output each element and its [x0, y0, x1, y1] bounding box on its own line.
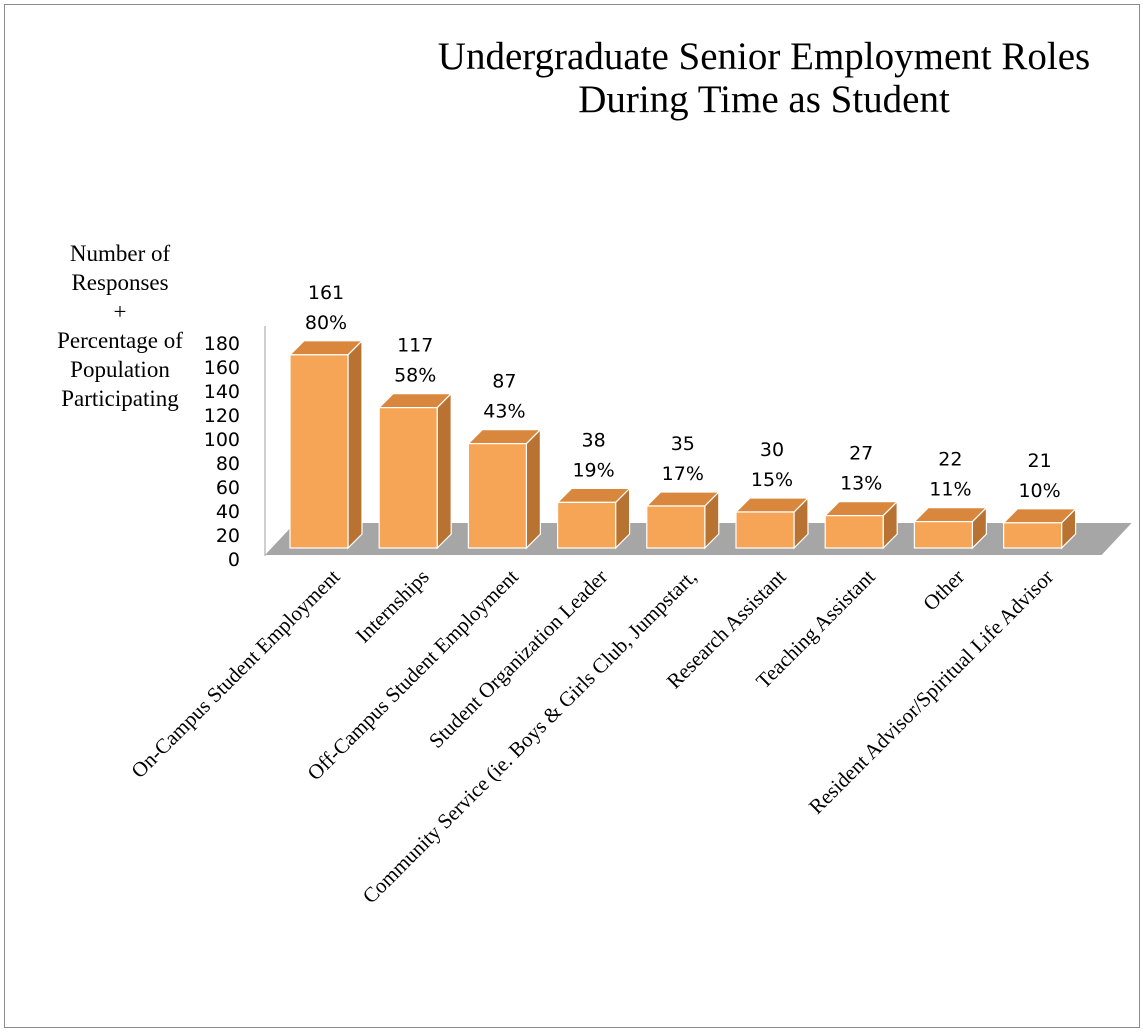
- data-label-percent: 80%: [305, 312, 347, 334]
- data-label-value: 161: [308, 282, 344, 304]
- data-label-value: 35: [671, 433, 695, 455]
- data-label-value: 38: [582, 429, 606, 451]
- data-label-value: 27: [849, 443, 873, 465]
- x-category-label: Internships: [351, 565, 434, 648]
- y-tick-label: 20: [216, 525, 240, 547]
- y-axis-title: Number of Responses + Percentage of Populati…: [57, 241, 183, 411]
- x-axis-categories: On-Campus Student Employment Internships O…: [126, 564, 1058, 908]
- y-tick-label: 0: [228, 549, 240, 571]
- bar: [912, 506, 988, 550]
- data-label-value: 30: [760, 439, 784, 461]
- data-label-percent: 13%: [840, 473, 882, 495]
- data-label-percent: 58%: [394, 365, 436, 387]
- bar-side: [347, 339, 363, 550]
- chart-title: Undergraduate Senior Employment Roles Dur…: [438, 35, 1090, 121]
- bar-front: [1002, 522, 1063, 549]
- bar-side: [436, 392, 452, 550]
- y-tick-label: 180: [204, 333, 240, 355]
- bar: [1002, 507, 1078, 550]
- bar-front: [646, 505, 706, 549]
- data-label-percent: 19%: [572, 459, 614, 481]
- x-category-label: On-Campus Student Employment: [126, 564, 344, 782]
- bar-side: [525, 428, 542, 550]
- chart-title-line: During Time as Student: [578, 78, 950, 121]
- bar: [466, 428, 542, 550]
- y-tick-label: 40: [216, 501, 240, 523]
- chart-title-line: Undergraduate Senior Employment Roles: [438, 35, 1090, 78]
- y-axis-title-line: +: [114, 299, 127, 324]
- y-tick-label: 160: [204, 357, 240, 379]
- x-category-label: Student Organization Leader: [424, 565, 612, 753]
- bar-front: [913, 520, 974, 549]
- y-axis-title-line: Population: [70, 357, 170, 382]
- y-tick-label: 60: [216, 477, 240, 499]
- data-label-percent: 10%: [1018, 480, 1060, 502]
- data-label-value: 117: [397, 335, 433, 357]
- y-axis-title-line: Percentage of: [57, 328, 183, 353]
- x-category-label: Community Service (ie. Boys & Girls Club…: [358, 565, 702, 909]
- bar-front: [556, 501, 617, 549]
- data-label-percent: 43%: [483, 401, 525, 423]
- bar: [556, 486, 632, 550]
- bar: [823, 500, 899, 550]
- bar-front: [378, 407, 438, 549]
- data-label-percent: 15%: [751, 469, 793, 491]
- y-axis-title-line: Participating: [61, 386, 179, 411]
- bar: [645, 490, 721, 550]
- y-tick-label: 140: [204, 381, 240, 403]
- y-tick-label: 120: [204, 405, 240, 427]
- bar: [288, 339, 364, 550]
- bars: [288, 339, 1078, 550]
- data-label-value: 87: [492, 371, 516, 393]
- y-axis-title-line: Number of: [70, 241, 171, 266]
- y-axis-title-line: Responses: [71, 270, 168, 295]
- data-label-percent: 11%: [929, 479, 971, 501]
- x-category-label: Other: [918, 565, 969, 616]
- data-label-percent: 17%: [662, 463, 704, 485]
- data-labels: 161 80% 117 58% 87 43% 38 19% 35 17% 30 15% 27 13% 22 1…: [305, 282, 1061, 502]
- bar-front: [824, 514, 884, 549]
- bar: [734, 496, 810, 550]
- bar: [377, 392, 453, 550]
- data-label-value: 22: [938, 449, 962, 471]
- bar-front: [289, 354, 349, 549]
- y-tick-label: 100: [204, 429, 240, 451]
- y-tick-label: 80: [216, 453, 240, 475]
- bar-front: [467, 443, 527, 549]
- bar-front: [735, 511, 795, 549]
- data-label-value: 21: [1028, 450, 1052, 472]
